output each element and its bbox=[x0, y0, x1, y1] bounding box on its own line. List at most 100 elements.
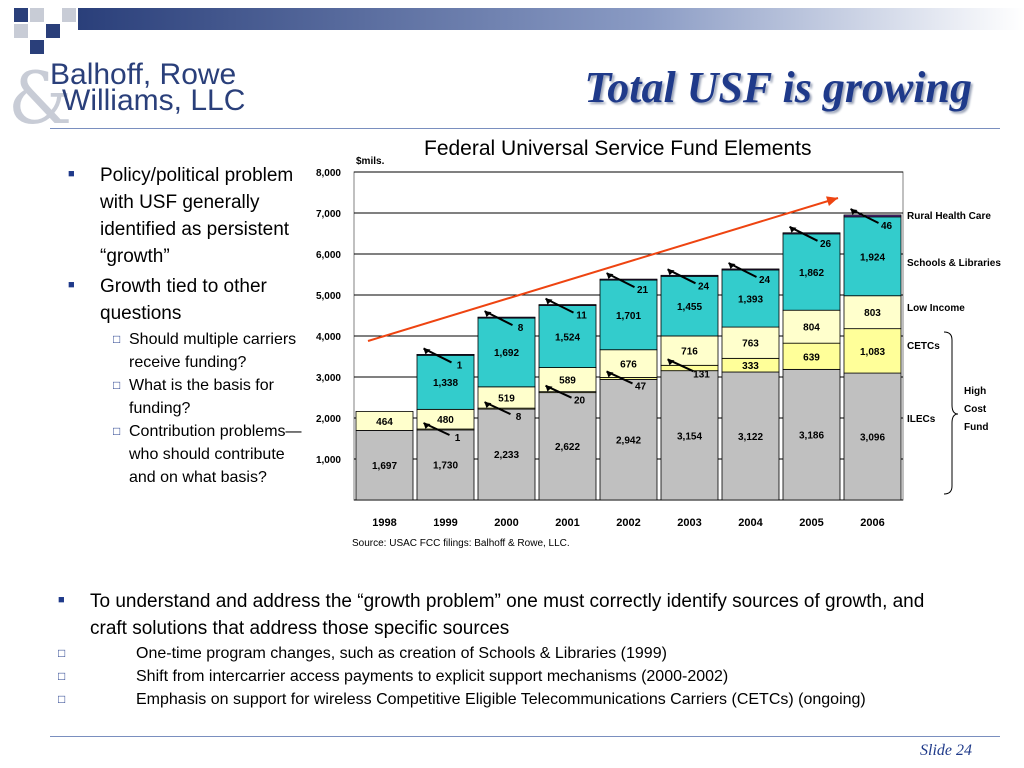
callout-arrowhead bbox=[423, 348, 431, 355]
data-label: 763 bbox=[742, 339, 759, 350]
data-label: 1,730 bbox=[433, 461, 458, 472]
bar-segment bbox=[782, 368, 841, 501]
y-tick-label: 8,000 bbox=[316, 168, 341, 179]
x-tick-label: 2004 bbox=[738, 517, 763, 529]
data-label: 1,083 bbox=[860, 347, 885, 358]
logo-ampersand: & bbox=[8, 56, 73, 140]
x-tick-label: 2000 bbox=[494, 517, 518, 529]
bar-segment bbox=[843, 214, 902, 218]
y-tick-label: 5,000 bbox=[316, 291, 341, 302]
left-bullet-list: Policy/political problem with USF genera… bbox=[54, 161, 304, 489]
sub-bullet-item: One-time program changes, such as creati… bbox=[44, 642, 964, 665]
logo-square bbox=[62, 8, 76, 22]
data-label: 1 bbox=[457, 360, 463, 371]
bar-segment bbox=[355, 410, 414, 431]
legend-label: Rural Health Care bbox=[907, 211, 991, 222]
x-tick-label: 2001 bbox=[555, 517, 579, 529]
data-label: 24 bbox=[698, 281, 710, 292]
bar-segment bbox=[660, 275, 719, 337]
y-tick-label: 4,000 bbox=[316, 332, 341, 343]
data-label: 26 bbox=[820, 239, 832, 250]
data-label: 11 bbox=[576, 311, 587, 322]
bracket-label: Cost bbox=[964, 404, 987, 415]
callout-arrowhead bbox=[606, 371, 614, 378]
sub-bullet-item: What is the basis for funding? bbox=[99, 374, 304, 420]
data-label: 3,186 bbox=[799, 431, 824, 442]
callout-arrowhead bbox=[423, 423, 431, 430]
callout-arrowhead bbox=[789, 226, 797, 233]
callout-arrowhead bbox=[728, 262, 736, 269]
bar-segment bbox=[721, 269, 780, 328]
bar-segment bbox=[782, 233, 841, 311]
data-label: 464 bbox=[376, 417, 393, 428]
data-label: 480 bbox=[437, 415, 454, 426]
y-tick-label: 1,000 bbox=[316, 455, 341, 466]
x-tick-label: 1999 bbox=[433, 517, 457, 529]
data-label: 3,096 bbox=[860, 433, 885, 444]
callout-arrowhead bbox=[667, 359, 675, 366]
data-label: 3,154 bbox=[677, 431, 702, 442]
bar-segment bbox=[660, 274, 719, 277]
bar-segment bbox=[843, 295, 902, 330]
data-label: 1 bbox=[455, 433, 461, 444]
bottom-bullet-list: To understand and address the “growth pr… bbox=[44, 587, 964, 711]
data-label: 1,692 bbox=[494, 348, 519, 359]
callout-arrowhead bbox=[850, 208, 858, 215]
logo-square bbox=[14, 8, 28, 22]
data-label: 20 bbox=[574, 396, 586, 407]
bullet-item: Growth tied to other questions bbox=[54, 272, 304, 327]
footer-divider bbox=[50, 736, 1000, 737]
data-label: 639 bbox=[803, 352, 820, 363]
logo-square bbox=[46, 24, 60, 38]
x-tick-label: 2003 bbox=[677, 517, 701, 529]
bar-segment bbox=[477, 316, 536, 319]
y-tick-label: 6,000 bbox=[316, 250, 341, 261]
data-label: 8 bbox=[516, 412, 522, 423]
sub-bullet-item: Contribution problems—who should contrib… bbox=[99, 420, 304, 489]
logo-square bbox=[30, 40, 44, 54]
sub-bullet-item: Should multiple carriers receive funding… bbox=[99, 328, 304, 374]
bracket-label: High bbox=[964, 386, 986, 397]
callout-arrowhead bbox=[545, 385, 553, 392]
bar-segment bbox=[355, 430, 414, 501]
data-label: 1,862 bbox=[799, 268, 824, 279]
high-cost-bracket bbox=[943, 331, 959, 495]
bar-segment bbox=[538, 392, 597, 501]
sub-bullet-item: Shift from intercarrier access payments … bbox=[44, 665, 964, 688]
legend-label: CETCs bbox=[907, 341, 940, 352]
logo-square bbox=[30, 8, 44, 22]
data-label: 2,233 bbox=[494, 450, 519, 461]
data-label: 8 bbox=[518, 323, 524, 334]
header-bar bbox=[78, 8, 1024, 30]
bar-segment bbox=[782, 232, 841, 235]
data-label: 716 bbox=[681, 347, 698, 358]
bar-segment bbox=[416, 354, 475, 410]
data-label: 1,924 bbox=[860, 252, 885, 263]
sub-bullet-item: Emphasis on support for wireless Competi… bbox=[44, 688, 964, 711]
callout-arrowhead bbox=[667, 269, 675, 276]
callout-arrowhead bbox=[606, 273, 614, 280]
bar-segment bbox=[721, 268, 780, 271]
bar-segment bbox=[538, 304, 597, 368]
bullet-item: Policy/political problem with USF genera… bbox=[54, 161, 304, 270]
chart-title: Federal Universal Service Fund Elements bbox=[424, 137, 812, 160]
y-tick-label: 3,000 bbox=[316, 373, 341, 384]
x-tick-label: 2002 bbox=[616, 517, 640, 529]
bar-segment bbox=[599, 279, 658, 351]
logo-text-line2: Williams, LLC bbox=[62, 84, 246, 117]
data-label: 3,122 bbox=[738, 432, 763, 443]
bar-segment bbox=[843, 328, 902, 374]
x-tick-label: 1998 bbox=[372, 517, 396, 529]
callout-arrowhead bbox=[545, 298, 553, 305]
x-tick-label: 2005 bbox=[799, 517, 823, 529]
data-label: 1,393 bbox=[738, 295, 763, 306]
source-note: Source: USAC FCC filings: Balhoff & Rowe… bbox=[352, 538, 570, 549]
y-axis-label: $mils. bbox=[356, 156, 385, 167]
data-label: 21 bbox=[637, 285, 649, 296]
data-label: 1,524 bbox=[555, 332, 580, 343]
trend-arrow bbox=[367, 197, 839, 342]
data-label: 47 bbox=[635, 381, 647, 392]
logo-text-line1: Balhoff, Rowe bbox=[50, 58, 237, 91]
bar-segment bbox=[660, 370, 719, 501]
legend-label: Low Income bbox=[907, 303, 965, 314]
